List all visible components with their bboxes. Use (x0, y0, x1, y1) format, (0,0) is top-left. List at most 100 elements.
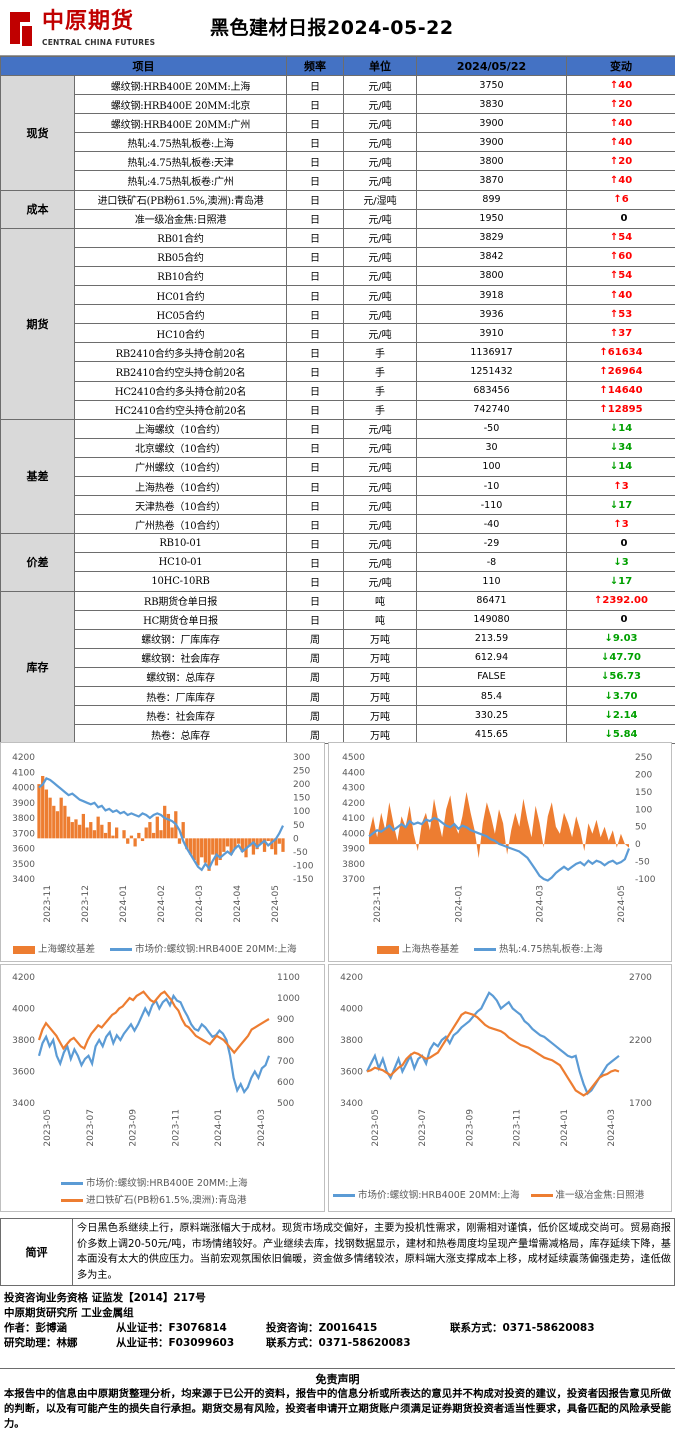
logo-text-en: CENTRAL CHINA FUTURES (42, 38, 156, 47)
basis-bar (126, 838, 130, 844)
disclaimer: 免责声明 本报告中的信息由中原期货整理分析，均来源于已公开的资料，报告中的信息分… (0, 1368, 675, 1432)
item-cell: HC10合约 (74, 323, 287, 344)
value-cell: -29 (416, 533, 567, 554)
unit-cell: 万吨 (343, 705, 417, 726)
unit-cell: 元/吨 (343, 227, 417, 248)
y-tick-right: 700 (277, 1057, 294, 1067)
review-text: 今日黑色系继续上行，原料端涨幅大于成材。现货市场成交偏好，主要为投机性需求，刚需… (77, 1223, 671, 1281)
legend-swatch (333, 1194, 355, 1197)
table-row: 热轧:4.75热轧板卷:天津日元/吨 3800 ↑20 (1, 151, 675, 172)
table-row: 螺纹钢：社会库存周万吨 612.94 ↓47.70 (1, 647, 675, 668)
change-value: 26964 (607, 365, 643, 377)
change-cell: ↓56.73 (566, 666, 675, 688)
legend-swatch (474, 948, 497, 951)
y-tick-right: 250 (293, 767, 310, 777)
basis-bar (200, 838, 204, 858)
table-row: 螺纹钢：厂库库存周万吨 213.59 ↓9.03 (1, 628, 675, 649)
basis-bar (240, 838, 244, 852)
change-cell: 0 (566, 208, 675, 229)
freq-cell: 日 (286, 94, 344, 115)
y-tick-left: 4100 (342, 814, 365, 824)
series-line (366, 991, 620, 1096)
unit-cell: 万吨 (343, 628, 417, 649)
basis-bar (129, 835, 134, 839)
item-cell: HC2410合约多头持仓前20名 (74, 380, 287, 401)
series-line (366, 1011, 620, 1097)
consult-cert: 投资咨询：Z0016415 (266, 1322, 378, 1334)
change-value: 2392.00 (602, 595, 648, 607)
unit-cell: 吨 (343, 590, 417, 611)
change-cell: ↓3 (566, 552, 675, 573)
y-tick-right: 2200 (629, 1036, 652, 1046)
basis-bar (133, 838, 137, 847)
freq-cell: 日 (286, 399, 344, 420)
y-tick-right: 500 (277, 1099, 294, 1109)
table-row: 10HC-10RB 日元/吨 110 ↓17 (1, 571, 675, 592)
x-tick: 2024-03 (536, 885, 546, 923)
x-tick: 2023-05 (43, 1109, 53, 1147)
value-cell: 3870 (416, 170, 567, 191)
freq-cell: 日 (286, 246, 344, 267)
basis-bar (170, 827, 174, 839)
value-cell: 742740 (416, 399, 567, 420)
y-tick-right: 600 (277, 1078, 294, 1088)
y-tick-left: 3400 (12, 875, 35, 885)
category-cell: 现货 (0, 75, 75, 191)
value-cell: 86471 (416, 590, 567, 611)
value-cell: 3900 (416, 132, 567, 153)
y-tick-left: 4000 (12, 784, 35, 794)
y-tick-left: 3800 (12, 814, 35, 824)
unit-cell: 元/吨 (343, 571, 417, 592)
table-row: 成本 进口铁矿石(PB粉61.5%,澳洲):青岛港日元/湿吨 899 ↑6 (0, 189, 675, 229)
chart-legend: 上海热卷基差 热轧:4.75热轧板卷:上海 (377, 941, 603, 955)
basis-bar (44, 789, 49, 839)
y-tick-right: 800 (277, 1036, 294, 1046)
arrow-up-icon: ↑ (609, 270, 619, 282)
basis-bar (273, 838, 278, 855)
item-cell: 螺纹钢：厂库库存 (74, 628, 287, 649)
item-cell: HC10-01 (74, 552, 287, 573)
unit-cell: 元/吨 (343, 418, 417, 439)
basis-bar (225, 838, 230, 847)
y-tick-left: 4200 (12, 753, 35, 763)
legend-label: 市场价:螺纹钢:HRB400E 20MM:上海 (358, 1190, 520, 1201)
freq-cell: 日 (286, 323, 344, 344)
freq-cell: 日 (286, 170, 344, 191)
report-header: 中原期货 CENTRAL CHINA FUTURES 黑色建材日报2024-05… (0, 0, 675, 56)
change-value: 60 (618, 251, 633, 263)
unit-cell: 元/吨 (343, 533, 417, 554)
item-cell: RB05合约 (74, 246, 287, 267)
unit-cell: 元/吨 (343, 170, 417, 191)
unit-cell: 万吨 (343, 685, 417, 707)
change-cell: ↓17 (566, 495, 675, 516)
y-tick-right: 1100 (277, 973, 300, 983)
y-tick-left: 3500 (12, 860, 35, 870)
table-row: 热轧:4.75热轧板卷:广州日元/吨 3870 ↑40 (1, 170, 675, 191)
item-cell: 螺纹钢:HRB400E 20MM:广州 (74, 113, 287, 134)
change-value: 0 (620, 213, 628, 225)
value-cell: -10 (416, 475, 567, 497)
x-tick: 2023-12 (81, 885, 91, 923)
freq-cell: 日 (286, 380, 344, 401)
value-cell: 100 (416, 456, 567, 477)
basis-bar (222, 838, 226, 852)
freq-cell: 日 (286, 552, 344, 573)
x-tick: 2023-09 (129, 1109, 139, 1147)
y-tick-right: 2700 (629, 973, 652, 983)
basis-bar (70, 822, 74, 839)
table-row: 天津热卷（10合约）日元/吨 -110 ↓17 (1, 495, 675, 516)
basis-bar (236, 838, 241, 844)
x-tick: 2024-03 (257, 1109, 267, 1147)
change-value: 3 (621, 556, 629, 568)
legend-swatch (61, 1182, 83, 1185)
change-cell: ↑54 (566, 227, 675, 248)
item-cell: 热轧:4.75热轧板卷:广州 (74, 170, 287, 191)
y-tick-left: 3600 (12, 1068, 35, 1078)
unit-cell: 吨 (343, 609, 417, 630)
y-tick-right: 250 (635, 753, 652, 763)
legend-label: 上海热卷基差 (402, 944, 460, 955)
change-cell: ↑20 (566, 151, 675, 172)
table-row: 热卷：厂库库存周万吨 85.4 ↓3.70 (1, 685, 675, 707)
basis-bar (255, 838, 259, 850)
author: 作者：彭博涵 (4, 1322, 67, 1334)
